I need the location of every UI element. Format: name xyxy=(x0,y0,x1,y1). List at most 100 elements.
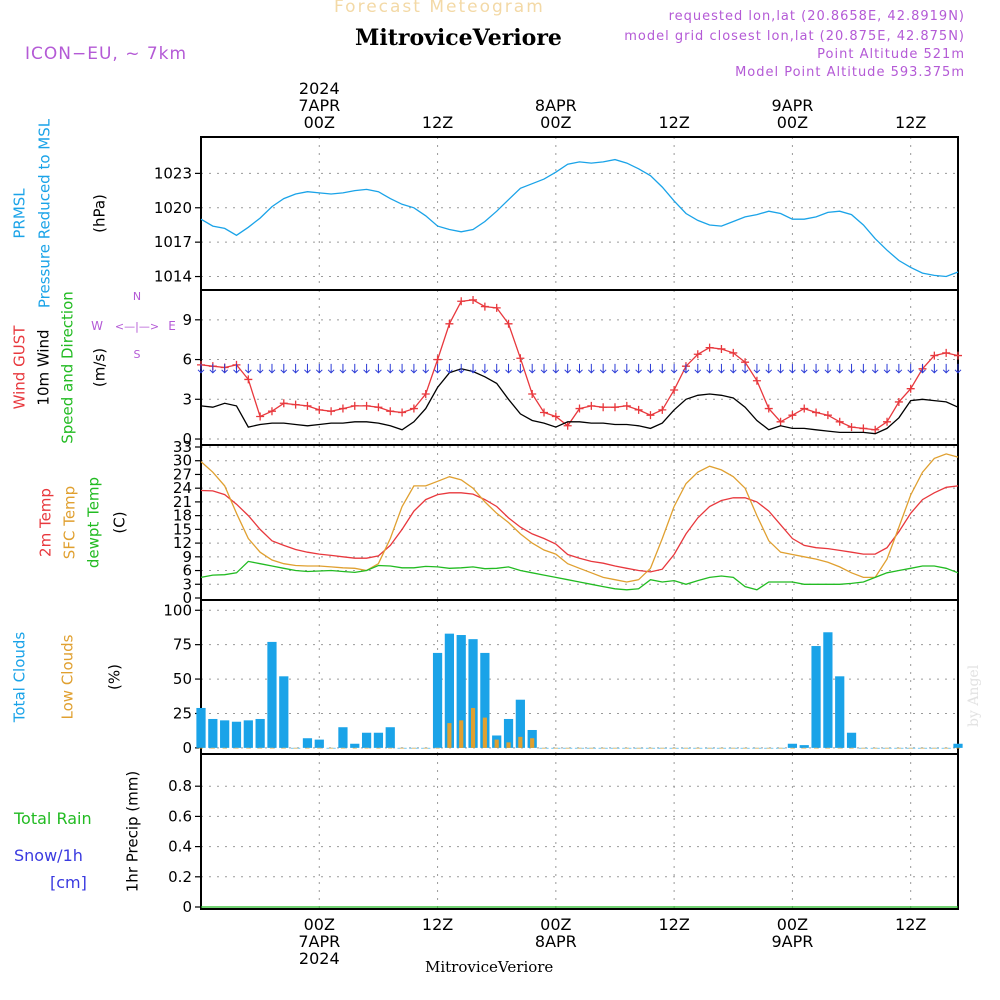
wind-direction-arrow xyxy=(493,363,501,374)
gust-marker xyxy=(942,348,951,357)
low-cloud-bar xyxy=(258,747,263,749)
y-tick-label: 25 xyxy=(173,704,192,722)
wind-direction-arrow xyxy=(848,363,855,374)
gust-marker xyxy=(457,297,466,306)
wind-direction-arrow xyxy=(930,363,938,374)
y-tick-label: 0.8 xyxy=(168,777,192,795)
wind-direction-arrow xyxy=(895,363,903,374)
wind-direction-arrow xyxy=(434,363,441,374)
low-cloud-bar xyxy=(955,747,961,749)
low-cloud-bar xyxy=(861,747,866,749)
gust-marker xyxy=(551,412,560,421)
panel-frame xyxy=(200,444,959,601)
wind-direction-arrow xyxy=(741,363,749,374)
y-tick-label: 1023 xyxy=(154,164,192,182)
wind-direction-arrow xyxy=(623,363,631,374)
wind-direction-arrow xyxy=(576,363,583,374)
wind-direction-arrow xyxy=(505,363,512,374)
model-label: ICON−EU, ~ 7km xyxy=(25,44,188,64)
panel-wind: 0 3 6 9 Wind GUST 10m Wind Speed and Direction… xyxy=(11,289,962,448)
low-cloud-bar xyxy=(577,747,582,749)
gust-marker xyxy=(338,404,347,413)
low-cloud-bar xyxy=(210,747,215,749)
total-cloud-bar xyxy=(361,732,372,748)
total-cloud-bar xyxy=(279,676,289,748)
low-cloud-bar xyxy=(340,747,346,749)
gust-marker xyxy=(599,403,608,412)
gust-marker xyxy=(871,425,880,434)
panel-frame xyxy=(200,136,959,291)
low-cloud-bar xyxy=(790,747,795,749)
y-tick-label: 30 xyxy=(173,452,192,470)
time-label-top: 00Z xyxy=(540,113,571,132)
y-axis-label: (hPa) xyxy=(91,194,109,233)
gust-marker xyxy=(847,423,856,432)
low-cloud-bar xyxy=(624,747,629,749)
y-axis-label: (%) xyxy=(106,664,124,690)
series-10m-wind xyxy=(200,368,959,435)
wind-direction-arrow xyxy=(599,363,607,374)
total-cloud-bar xyxy=(220,720,230,748)
low-cloud-bar xyxy=(932,747,937,749)
wind-direction-arrow xyxy=(942,363,950,374)
wind-direction-arrow xyxy=(386,363,394,374)
gust-marker xyxy=(610,403,619,412)
total-cloud-bar xyxy=(267,641,277,748)
total-cloud-bar xyxy=(314,739,324,748)
gust-marker xyxy=(398,408,407,417)
wind-direction-arrow xyxy=(528,363,536,374)
wind-direction-arrow xyxy=(552,363,560,374)
low-cloud-bar xyxy=(246,747,251,749)
low-cloud-bar xyxy=(388,747,393,749)
low-cloud-bar xyxy=(683,747,689,749)
y-tick-label: 100 xyxy=(163,601,192,619)
wind-direction-arrow xyxy=(611,363,619,374)
wind-direction-arrow xyxy=(694,363,702,374)
low-cloud-bar xyxy=(672,747,677,749)
wind-direction-arrow xyxy=(410,363,418,374)
low-cloud-bar xyxy=(470,707,476,748)
wind-direction-arrow xyxy=(729,363,737,374)
wind-direction-arrow xyxy=(398,363,406,374)
wind-direction-arrow xyxy=(268,363,276,374)
gust-marker xyxy=(492,303,501,312)
wind-direction-arrow xyxy=(233,363,240,374)
y-axis-label: PRMSL xyxy=(11,188,29,239)
wind-direction-arrow xyxy=(812,363,820,374)
gust-marker xyxy=(835,417,844,426)
wind-direction-arrow xyxy=(883,363,891,374)
time-label-top: 12Z xyxy=(422,113,453,132)
wind-direction-arrow xyxy=(789,363,796,374)
gust-marker xyxy=(776,417,785,426)
total-cloud-bar xyxy=(231,721,242,748)
low-cloud-bar xyxy=(198,747,204,749)
time-label-bottom: 00Z xyxy=(540,915,571,934)
gust-marker xyxy=(670,386,679,395)
gust-marker xyxy=(752,376,761,385)
wind-direction-arrow xyxy=(351,363,359,374)
low-cloud-bar xyxy=(648,747,653,749)
total-cloud-bar xyxy=(385,727,395,748)
wind-direction-arrow xyxy=(517,363,524,374)
gust-marker xyxy=(658,405,667,414)
wind-direction-arrow xyxy=(422,363,430,374)
low-cloud-bar xyxy=(447,723,452,748)
gust-marker xyxy=(469,295,478,304)
y-tick-label: 0 xyxy=(182,430,192,448)
time-label-bottom: 9APR xyxy=(771,932,813,951)
total-cloud-bar xyxy=(787,743,798,748)
total-cloud-bar xyxy=(811,646,821,748)
total-cloud-bar xyxy=(373,732,384,748)
model-altitude: Model Point Altitude 593.375m xyxy=(735,65,965,80)
gust-marker xyxy=(823,411,832,420)
gust-marker xyxy=(587,401,596,410)
y-tick-label: 75 xyxy=(173,636,192,654)
low-cloud-bar xyxy=(459,720,464,748)
low-cloud-bar xyxy=(494,739,499,748)
wind-direction-arrow xyxy=(871,363,879,374)
time-label-top: 00Z xyxy=(777,113,808,132)
total-cloud-bar xyxy=(953,743,963,748)
compass-east: E xyxy=(168,319,176,333)
wind-direction-arrow xyxy=(836,363,844,374)
y-axis-label: Speed and Direction xyxy=(59,291,77,444)
